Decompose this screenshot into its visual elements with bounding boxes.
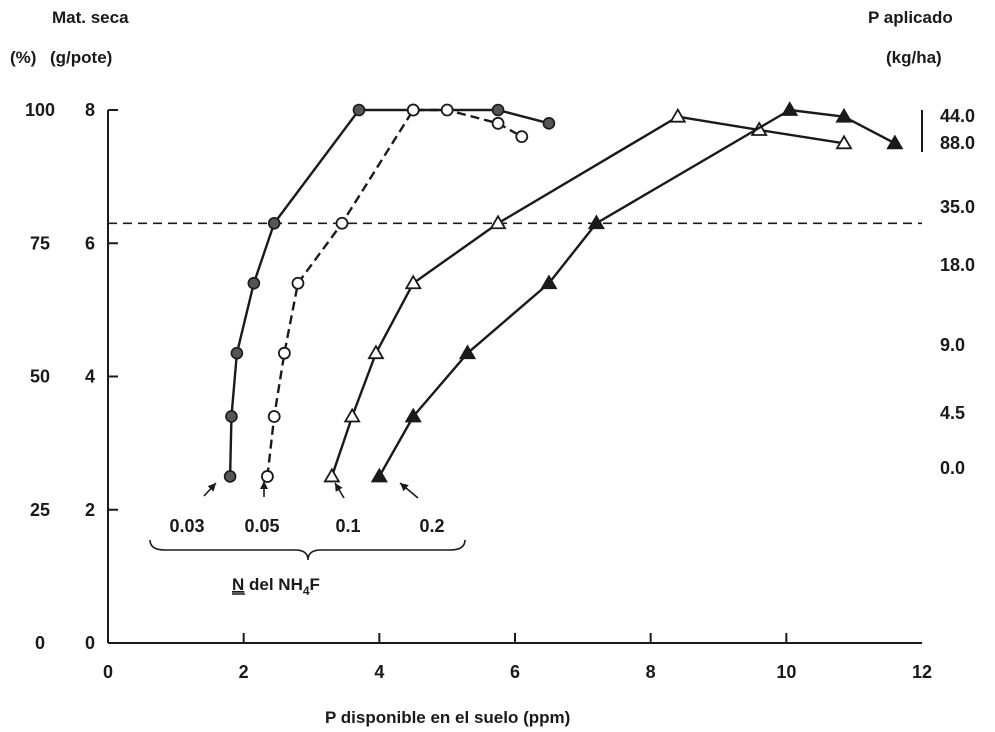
marker-0.05-7 (491, 116, 505, 130)
marker-0.03-8 (542, 117, 556, 130)
arrow-head-0.1 (335, 483, 343, 492)
marker-0.03-1 (225, 410, 238, 423)
marker-0.2-6 (835, 107, 853, 123)
right-tick-label-9.0: 9.0 (940, 335, 965, 355)
series-label-0.1: 0.1 (335, 516, 360, 536)
y-tick-label-g-0: 0 (85, 633, 95, 653)
right-tick-label-18.0: 18.0 (940, 255, 975, 275)
marker-0.03-0 (223, 470, 237, 483)
marker-0.05-4 (335, 216, 349, 230)
x-tick-label-12: 12 (912, 662, 932, 682)
marker-0.05-0 (261, 470, 274, 483)
chart-series (223, 101, 904, 483)
arrow-head-0.03 (207, 483, 216, 492)
marker-0.05-6 (440, 103, 454, 117)
x-tick-label-10: 10 (776, 662, 796, 682)
series-label-0.2: 0.2 (419, 516, 444, 536)
left-axis-title: Mat. seca (52, 8, 129, 27)
series-label-0.03: 0.03 (169, 516, 204, 536)
right-tick-label-44.0: 44.0 (940, 106, 975, 126)
series-line-0.2 (378, 108, 896, 478)
series-line-0.1 (330, 115, 845, 477)
y-tick-label-g-8: 8 (85, 100, 95, 120)
marker-0.05-3 (291, 276, 305, 290)
right-axis-title: P aplicado (868, 8, 953, 27)
arrow-head-0.2 (400, 483, 409, 492)
y-tick-label-pct-100: 100 (25, 100, 55, 120)
marker-0.2-5 (781, 101, 799, 116)
right-tick-label-4.5: 4.5 (940, 403, 965, 423)
chart-annotation: 0.03 0.05 0.1 0.2 N del NH4F (149, 481, 466, 598)
x-tick-label-2: 2 (239, 662, 249, 682)
marker-0.05-2 (277, 346, 291, 360)
y-tick-label-g-4: 4 (85, 367, 95, 387)
marker-0.03-2 (230, 346, 244, 360)
marker-0.1-5 (669, 107, 687, 123)
marker-0.05-1 (267, 410, 281, 423)
marker-0.2-0 (370, 467, 388, 483)
y-tick-label-pct-75: 75 (30, 233, 50, 253)
right-tick-label-35.0: 35.0 (940, 197, 975, 217)
right-tick-label-88.0: 88.0 (940, 133, 975, 153)
marker-0.2-3 (540, 274, 558, 290)
chart-axes (107, 110, 923, 644)
marker-0.05-5 (406, 103, 420, 117)
y-tick-label-pct-50: 50 (30, 367, 50, 387)
x-tick-label-6: 6 (510, 662, 520, 682)
marker-0.2-1 (404, 407, 422, 423)
marker-0.1-7 (835, 134, 853, 150)
x-tick-label-0: 0 (103, 662, 113, 682)
marker-0.1-0 (323, 467, 341, 483)
series-label-0.05: 0.05 (244, 516, 279, 536)
y-tick-label-g-2: 2 (85, 500, 95, 520)
x-tick-label-8: 8 (646, 662, 656, 682)
y-tick-label-pct-25: 25 (30, 500, 50, 520)
marker-0.2-4 (587, 214, 605, 230)
x-tick-label-4: 4 (374, 662, 384, 682)
annotation-label: N del NH4F (232, 575, 320, 598)
marker-0.2-7 (886, 134, 904, 150)
y-tick-label-pct-0: 0 (35, 633, 45, 653)
series-line-0.05 (266, 108, 523, 477)
marker-0.1-3 (404, 274, 422, 290)
annotation-brace (149, 539, 466, 561)
left-axis-units-g: (g/pote) (50, 48, 113, 67)
marker-0.2-2 (458, 344, 477, 360)
marker-0.1-1 (343, 407, 361, 423)
marker-0.03-7 (491, 103, 505, 117)
marker-0.03-5 (352, 103, 366, 117)
left-axis-units-pct: (%) (10, 48, 37, 67)
marker-0.1-2 (367, 344, 385, 360)
marker-0.03-3 (247, 276, 261, 290)
marker-0.05-8 (515, 130, 529, 144)
marker-0.03-4 (267, 216, 281, 230)
x-axis-label: P disponible en el suelo (ppm) (325, 708, 571, 727)
right-axis-units: (kg/ha) (886, 48, 942, 67)
arrow-head-0.05 (260, 481, 268, 489)
marker-0.1-4 (489, 214, 507, 230)
y-tick-label-g-6: 6 (85, 233, 95, 253)
right-tick-label-0.0: 0.0 (940, 458, 965, 478)
